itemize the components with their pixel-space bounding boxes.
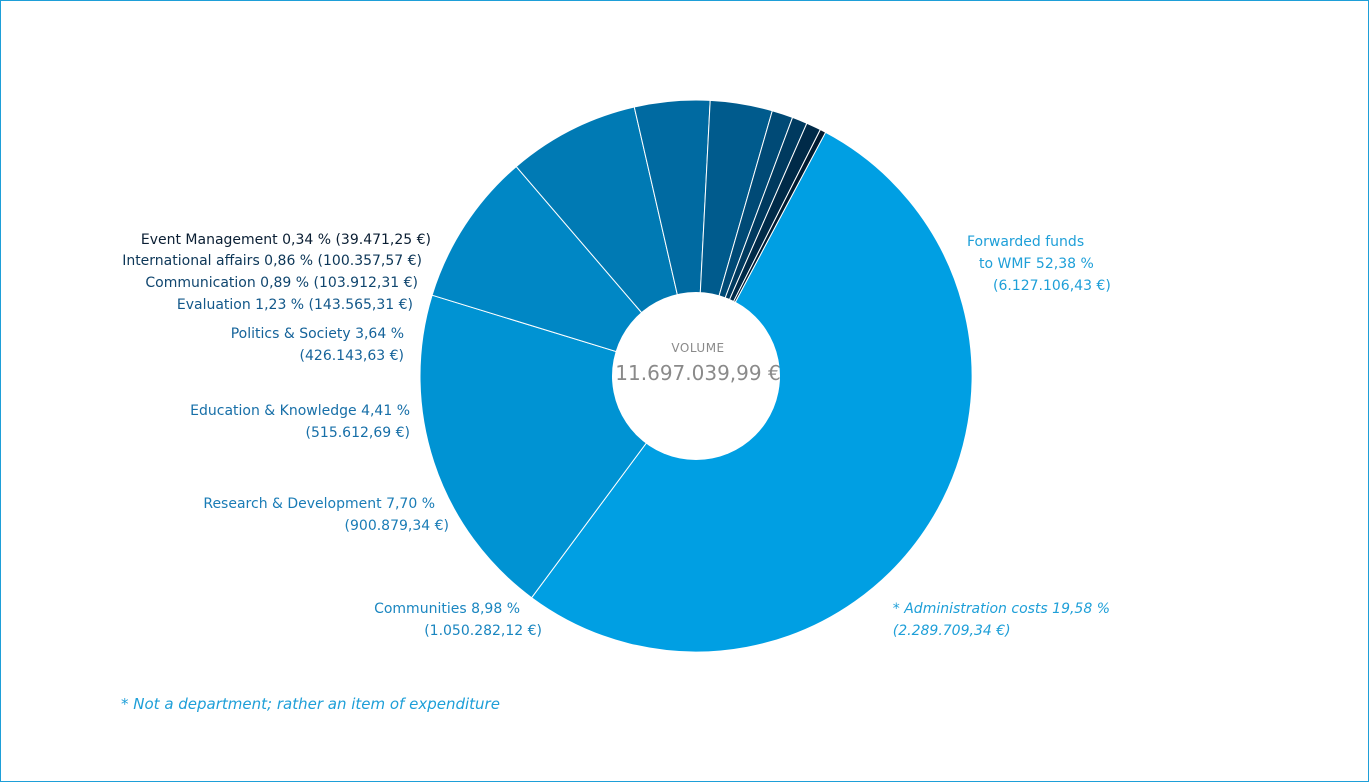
label-line: Politics & Society 3,64 % xyxy=(230,326,404,342)
label-line: (1.050.282,12 €) xyxy=(424,623,542,639)
slice-label-evaluation: Evaluation 1,23 % (143.565,31 €) xyxy=(177,294,413,316)
label-line: (426.143,63 €) xyxy=(299,348,404,364)
slice-label-communication: Communication 0,89 % (103.912,31 €) xyxy=(145,272,418,294)
label-line: to WMF 52,38 % xyxy=(979,256,1094,272)
label-line: Forwarded funds xyxy=(967,234,1085,250)
slice-label-politics: Politics & Society 3,64 % (426.143,63 €) xyxy=(231,323,404,367)
slice-label-event: Event Management 0,34 % (39.471,25 €) xyxy=(141,229,431,251)
center-label: VOLUME xyxy=(671,341,725,355)
label-line: International affairs 0,86 % (100.357,57… xyxy=(122,253,422,269)
slice-label-communities: Communities 8,98 % (1.050.282,12 €) xyxy=(374,598,542,642)
donut-hole xyxy=(612,292,780,460)
label-line: * Administration costs 19,58 % xyxy=(892,601,1110,617)
center-value: 11.697.039,99 € xyxy=(615,361,781,385)
label-line: Communities 8,98 % xyxy=(374,601,520,617)
label-line: (515.612,69 €) xyxy=(305,425,410,441)
label-line: Evaluation 1,23 % (143.565,31 €) xyxy=(176,297,413,313)
label-line: Education & Knowledge 4,41 % xyxy=(190,403,410,419)
label-line: (900.879,34 €) xyxy=(344,518,449,534)
label-line: (2.289.709,34 €) xyxy=(892,623,1011,639)
label-line: (6.127.106,43 €) xyxy=(993,278,1111,294)
slice-label-research: Research & Development 7,70 % (900.879,3… xyxy=(203,493,449,537)
footnote: * Not a department; rather an item of ex… xyxy=(121,695,500,713)
pie-slice-communities xyxy=(431,165,698,377)
slice-label-admin: * Administration costs 19,58 % (2.289.70… xyxy=(893,598,1110,642)
label-line: Communication 0,89 % (103.912,31 €) xyxy=(145,275,418,291)
slice-label-forwarded: Forwarded funds to WMF 52,38 % (6.127.10… xyxy=(967,231,1111,297)
slice-label-education: Education & Knowledge 4,41 % (515.612,69… xyxy=(190,400,410,444)
label-line: Event Management 0,34 % (39.471,25 €) xyxy=(140,232,431,248)
label-line: Research & Development 7,70 % xyxy=(203,496,435,512)
slice-label-international: International affairs 0,86 % (100.357,57… xyxy=(122,250,422,272)
